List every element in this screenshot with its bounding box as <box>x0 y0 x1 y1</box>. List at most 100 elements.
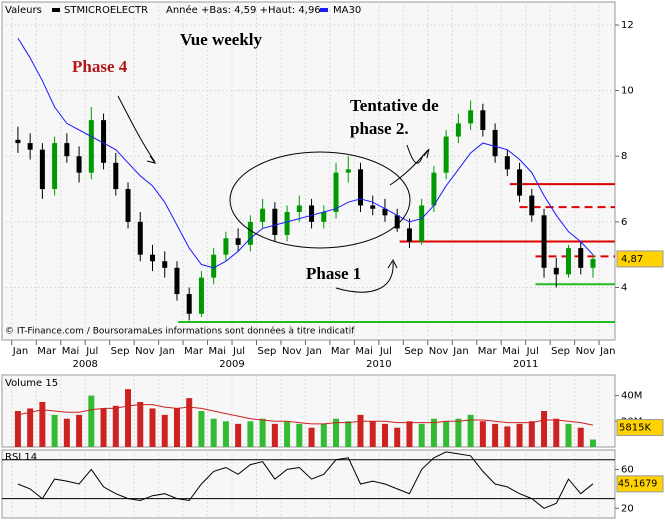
volume-bar <box>222 421 229 447</box>
x-tick-label: Jul <box>85 346 98 357</box>
candle-body <box>88 120 94 173</box>
y-tick-label: 20 <box>621 503 634 514</box>
candle-body <box>64 143 70 157</box>
volume-bar <box>553 418 560 447</box>
volume-bar <box>27 408 34 447</box>
volume-bar <box>394 427 401 447</box>
annotation: Phase 4 <box>72 57 128 76</box>
rsi-label: RSI 14 <box>5 452 37 463</box>
candle-body <box>174 267 180 295</box>
volume-bar <box>357 414 364 447</box>
x-tick-label: Mar <box>478 346 498 357</box>
price-panel <box>1 1 616 341</box>
arrow <box>335 261 394 293</box>
x-tick-label: Jan <box>305 346 321 357</box>
volume-bar <box>125 389 132 447</box>
candle-body <box>529 195 535 216</box>
x-tick-label: Jan <box>12 346 28 357</box>
volume-bar <box>528 421 535 447</box>
volume-bar <box>210 418 217 447</box>
volume-bar <box>589 439 596 447</box>
year-label: 2008 <box>72 359 97 370</box>
year-label: 2009 <box>219 359 244 370</box>
candle-body <box>321 212 327 222</box>
candle-body <box>566 248 572 275</box>
volume-bar <box>137 402 144 447</box>
volume-bar <box>173 408 180 447</box>
y-tick-label: 10 <box>621 86 634 97</box>
volume-label: Volume 15 <box>5 378 58 389</box>
candle-body <box>39 149 45 190</box>
candle-body <box>406 228 412 242</box>
candle-body <box>272 208 278 235</box>
candle-body <box>370 205 376 209</box>
x-tick-label: Sep <box>257 346 276 357</box>
volume-bar <box>76 414 83 447</box>
x-tick-label: Jul <box>526 346 539 357</box>
candle-body <box>137 221 143 255</box>
annotation: Vue weekly <box>180 30 263 49</box>
volume-bar <box>516 423 523 447</box>
x-tick-label: Nov <box>576 346 596 357</box>
volume-bar <box>381 423 388 447</box>
y-tick-label: 60 <box>621 464 634 475</box>
grid <box>2 2 615 518</box>
candle-body <box>235 238 241 245</box>
candle-body <box>113 162 119 190</box>
candle-body <box>492 129 498 157</box>
volume-ma-line <box>17 404 594 426</box>
volume-bar <box>333 418 340 447</box>
volume-bar <box>198 411 205 447</box>
arrow <box>117 95 156 163</box>
candle-body <box>431 172 437 206</box>
x-tick-label: Mai <box>62 346 80 357</box>
annotation: Tentative de <box>350 96 439 115</box>
x-tick-label: Nov <box>429 346 449 357</box>
plot: Jan Mar Mai Jul Sep Nov Jan Mar Mai Jul Sep Nov Jan M… <box>2 20 664 514</box>
volume-bar <box>565 423 572 447</box>
candle-body <box>443 136 449 173</box>
candle-body <box>52 143 58 190</box>
y-tick-label: 6 <box>621 217 627 228</box>
volume-bar <box>39 402 46 447</box>
x-tick-label: Jul <box>232 346 245 357</box>
candle-body <box>198 277 204 314</box>
y-tick-label: 8 <box>621 151 627 162</box>
candle-body <box>504 156 510 170</box>
x-tick-label: Sep <box>551 346 570 357</box>
volume-bar <box>577 427 584 447</box>
x-tick-label: Mai <box>355 346 373 357</box>
last-rsi-box <box>616 475 664 493</box>
volume-bar <box>235 423 242 447</box>
legend-swatch <box>320 8 328 12</box>
x-tick-label: Jan <box>599 346 615 357</box>
volume-bar <box>492 423 499 447</box>
candle-body <box>27 143 33 150</box>
candle-body <box>578 248 584 268</box>
last-price-label: 4,87 <box>621 254 643 265</box>
volume-bar <box>504 426 511 447</box>
volume-bar <box>406 421 413 447</box>
x-tick-label: Mai <box>209 346 227 357</box>
year-label: 2010 <box>366 359 391 370</box>
volume-bar <box>418 423 425 447</box>
volume-bar <box>345 421 352 447</box>
header-symbol: STMICROELECTR <box>64 5 148 16</box>
last-rsi-label: 45,1679 <box>618 478 657 489</box>
candle-body <box>455 123 461 137</box>
candle-body <box>468 110 474 124</box>
arrow-head <box>146 155 157 164</box>
candle-body <box>76 156 82 173</box>
volume-bar <box>284 421 291 447</box>
volume-bar <box>161 414 168 447</box>
ellipse <box>229 151 411 249</box>
candle-body <box>15 139 21 144</box>
annotation: phase 2. <box>350 119 409 138</box>
candle-body <box>149 254 155 262</box>
arrow <box>406 144 424 164</box>
legend-swatch <box>52 8 60 12</box>
last-volume-label: 5815K <box>619 423 651 434</box>
arrow <box>389 149 429 186</box>
x-tick-label: Sep <box>404 346 423 357</box>
volume-bar <box>541 411 548 447</box>
